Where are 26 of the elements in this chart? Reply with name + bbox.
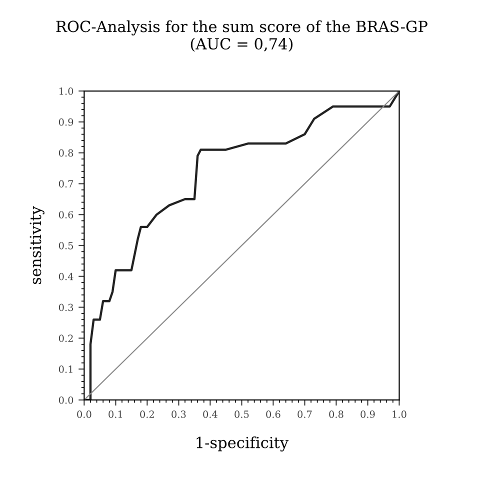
y-tick-label: 0.2 <box>58 334 73 342</box>
y-tick-label: 0.0 <box>58 396 74 404</box>
x-tick-label: 0.0 <box>77 410 92 418</box>
x-tick-label: 0.4 <box>203 410 218 418</box>
y-tick-label: 0.8 <box>58 149 74 157</box>
y-tick-label: 0.5 <box>58 242 74 250</box>
x-tick-label: 0.2 <box>140 410 154 418</box>
y-tick-label: 0.7 <box>58 180 74 188</box>
y-axis-title: sensitivity <box>30 206 44 284</box>
chart-title: ROC-Analysis for the sum score of the BRAS-GP (AUC = 0,74) <box>56 20 428 52</box>
x-tick-label: 0.3 <box>172 410 186 418</box>
x-tick-label: 1.0 <box>392 410 406 418</box>
y-tick-label: 0.1 <box>58 366 72 373</box>
y-tick-label: 0.3 <box>58 304 74 312</box>
x-tick-label: 0.5 <box>234 410 249 418</box>
y-tick-label: 0.4 <box>58 272 74 280</box>
x-tick-label: 0.9 <box>360 410 375 418</box>
line-series <box>84 91 400 400</box>
x-tick-label: 0.1 <box>108 410 122 418</box>
x-axis-title: 1-specificity <box>196 436 289 452</box>
x-tick-label: 0.8 <box>329 410 344 418</box>
y-tick-label: 0.6 <box>58 211 74 218</box>
x-tick-label: 0.6 <box>266 410 280 418</box>
y-tick-label: 0.9 <box>58 118 74 126</box>
x-tick-label: 0.7 <box>298 410 312 418</box>
y-tick-label: 1.0 <box>59 87 74 95</box>
